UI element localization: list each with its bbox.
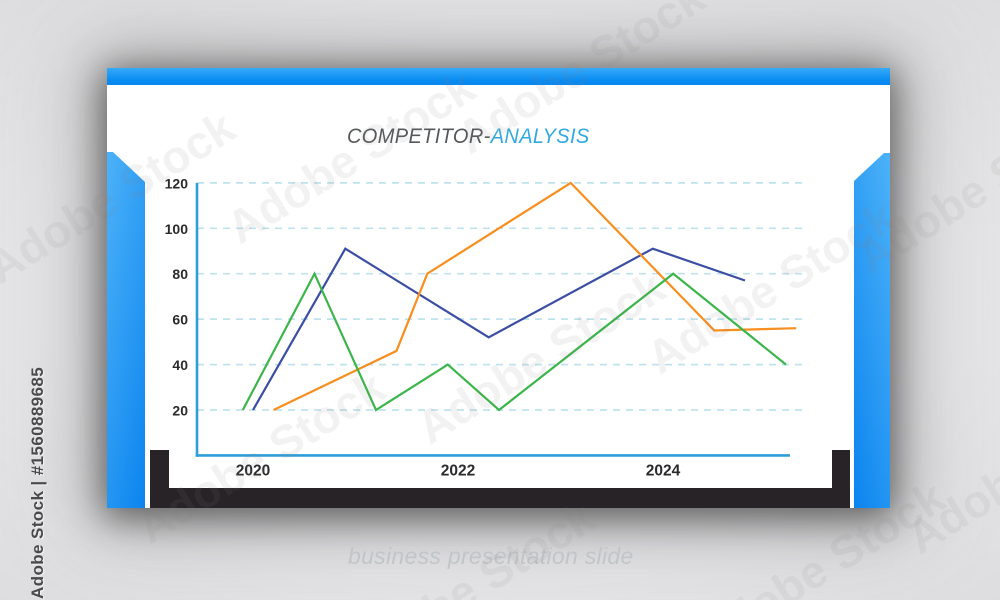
watermark-text: Adobe Stock [897,370,1000,564]
right-accent-bar [854,153,890,508]
slide-title-blue: ANALYSIS [490,124,590,148]
y-tick-label: 80 [172,266,188,282]
competitor-line-chart: 20 40 60 80 100 120 2020 2022 2024 [165,175,802,479]
bottom-frame-bar [150,488,850,508]
left-accent-bar [107,152,145,508]
y-tick-label: 100 [165,221,189,237]
x-tick-label: 2022 [441,462,475,479]
slide-title: COMPETITOR-ANALYSIS [347,124,590,149]
presentation-slide: COMPETITOR-ANALYSIS 20 40 60 80 100 120 2020 20… [107,68,890,508]
x-tick-label: 2020 [236,462,270,479]
image-caption: business presentation slide [348,543,634,569]
series-orange [273,181,797,411]
top-accent-bar [107,68,890,85]
series-navy [252,247,746,411]
slide-title-gray: COMPETITOR- [347,124,491,148]
y-tick-label: 120 [165,175,189,191]
y-tick-label: 60 [172,312,188,328]
y-tick-label: 20 [172,403,188,419]
x-tick-label: 2024 [646,462,681,479]
series-green [241,271,787,412]
stock-id-text: Adobe Stock | #1560889685 [28,366,47,599]
y-tick-label: 40 [172,357,188,373]
